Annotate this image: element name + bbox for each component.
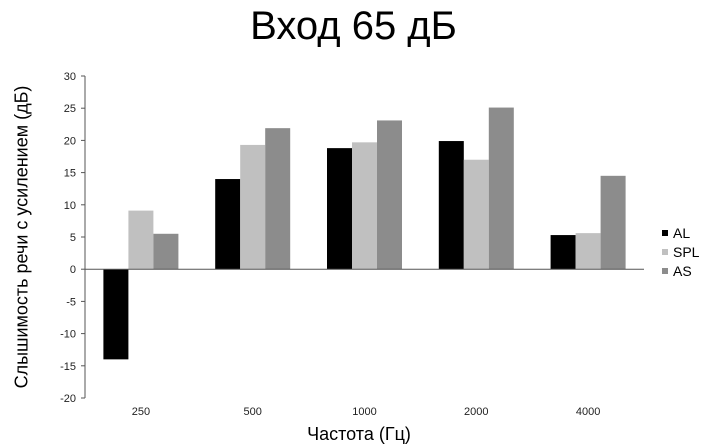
bar-al-4000 — [550, 235, 576, 270]
x-tick-label: 4000 — [576, 406, 600, 418]
legend-label-spl: SPL — [673, 244, 700, 260]
bar-as-500 — [265, 128, 291, 270]
bar-as-250 — [153, 233, 179, 270]
legend-swatch-al — [662, 230, 668, 236]
x-axis-label: Частота (Гц) — [307, 424, 411, 444]
bar-al-2000 — [438, 141, 464, 270]
y-tick-label: -15 — [60, 361, 76, 373]
x-tick-label: 1000 — [352, 406, 376, 418]
bar-spl-250 — [128, 210, 154, 270]
y-tick-label: 5 — [70, 232, 76, 244]
x-tick-label: 500 — [244, 406, 262, 418]
x-tick-label: 2000 — [464, 406, 488, 418]
bar-spl-1000 — [352, 142, 377, 270]
legend-swatch-as — [662, 268, 668, 274]
y-tick-label: 15 — [64, 168, 76, 180]
bar-as-1000 — [377, 120, 402, 270]
chart-title: Вход 65 дБ — [250, 4, 457, 48]
y-tick-label: 10 — [64, 200, 76, 212]
legend-label-al: AL — [673, 225, 690, 241]
legend-swatch-spl — [662, 249, 668, 255]
bar-as-4000 — [600, 175, 626, 270]
y-tick-label: 25 — [64, 103, 76, 115]
y-tick-label: -10 — [60, 329, 76, 341]
y-tick-label: 30 — [64, 71, 76, 83]
bar-spl-2000 — [463, 159, 489, 270]
bar-as-2000 — [488, 107, 514, 270]
y-tick-label: -20 — [60, 393, 76, 405]
y-tick-label: -5 — [66, 296, 76, 308]
y-tick-label: 0 — [70, 264, 76, 276]
bar-al-500 — [215, 179, 241, 270]
y-tick-label: 20 — [64, 135, 76, 147]
bar-al-1000 — [327, 148, 352, 270]
bar-al-250 — [103, 269, 129, 360]
bar-spl-4000 — [575, 233, 601, 270]
legend-label-as: AS — [673, 263, 692, 279]
x-tick-label: 250 — [132, 406, 150, 418]
bar-spl-500 — [240, 144, 266, 270]
